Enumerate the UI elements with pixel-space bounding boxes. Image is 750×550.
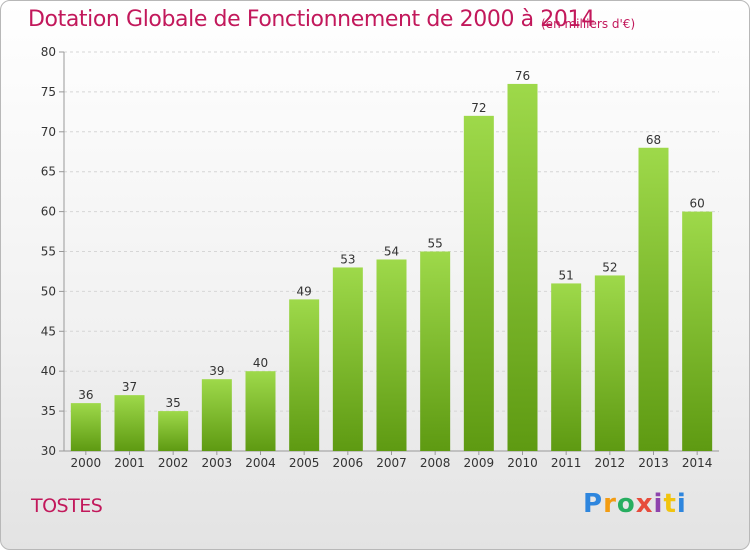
data-label-2000: 36 — [78, 388, 93, 402]
data-label-2004: 40 — [253, 356, 268, 370]
bars — [70, 83, 713, 452]
data-label-2005: 49 — [297, 284, 312, 298]
bar-2011 — [551, 283, 582, 451]
bar-2000 — [70, 403, 101, 451]
logo-letter: t — [663, 489, 677, 519]
y-tick-label: 65 — [41, 165, 56, 179]
bar-2004 — [245, 371, 276, 451]
bar-2003 — [201, 379, 232, 451]
bar-2005 — [289, 299, 320, 451]
x-tick-label: 2013 — [638, 456, 669, 470]
x-tick-label: 2008 — [420, 456, 451, 470]
chart-title: Dotation Globale de Fonctionnement de 20… — [28, 7, 595, 32]
data-label-2011: 51 — [559, 268, 574, 282]
logo-letter: i — [676, 489, 687, 519]
bar-2007 — [376, 259, 407, 451]
commune-name: TOSTES — [31, 495, 103, 517]
logo-letter: P — [583, 489, 604, 519]
x-tick-label: 2000 — [71, 456, 102, 470]
data-label-2002: 35 — [166, 396, 181, 410]
logo-letter: i — [653, 489, 664, 519]
data-label-2012: 52 — [602, 260, 617, 274]
x-tick-label: 2014 — [682, 456, 713, 470]
bar-2012 — [594, 275, 625, 451]
bar-2014 — [682, 211, 713, 451]
logo-letter: o — [616, 489, 636, 519]
x-tick-label: 2002 — [158, 456, 189, 470]
data-label-2009: 72 — [471, 101, 486, 115]
data-label-2003: 39 — [209, 364, 224, 378]
data-label-2010: 76 — [515, 69, 530, 83]
data-label-2014: 60 — [690, 197, 705, 211]
y-tick-label: 70 — [41, 125, 56, 139]
bar-2002 — [158, 411, 189, 451]
data-label-2007: 54 — [384, 244, 399, 258]
y-tick-label: 60 — [41, 205, 56, 219]
y-tick-label: 75 — [41, 85, 56, 99]
bar-2009 — [463, 115, 494, 451]
y-tick-label: 40 — [41, 364, 56, 378]
data-labels: 36 37 35 39 40 49 53 54 55 72 76 51 52 68 60 — [78, 69, 705, 410]
proxiti-logo[interactable]: Proxiti — [583, 489, 687, 519]
x-tick-label: 2009 — [464, 456, 495, 470]
x-tick-label: 2011 — [551, 456, 582, 470]
x-tick-label: 2004 — [245, 456, 276, 470]
x-tick-label: 2007 — [376, 456, 407, 470]
bar-2008 — [420, 251, 451, 451]
bar-2013 — [638, 147, 669, 451]
bar-2001 — [114, 395, 145, 451]
y-tick-label: 50 — [41, 284, 56, 298]
x-tick-label: 2012 — [595, 456, 626, 470]
chart-unit: (en milliers d'€) — [541, 17, 636, 31]
x-tick-label: 2001 — [114, 456, 145, 470]
y-tick-label: 55 — [41, 245, 56, 259]
y-tick-label: 30 — [41, 444, 56, 458]
x-tick-label: 2010 — [507, 456, 538, 470]
x-tick-label: 2005 — [289, 456, 320, 470]
y-tick-label: 80 — [41, 45, 56, 59]
x-tick-label: 2003 — [202, 456, 233, 470]
x-tick-label: 2006 — [333, 456, 364, 470]
y-tick-label: 45 — [41, 324, 56, 338]
y-tick-label: 35 — [41, 404, 56, 418]
data-label-2001: 37 — [122, 380, 137, 394]
logo-letter: x — [635, 489, 654, 519]
data-label-2008: 55 — [428, 237, 443, 251]
data-label-2013: 68 — [646, 133, 661, 147]
bar-2006 — [332, 267, 363, 451]
data-label-2006: 53 — [340, 252, 355, 266]
logo-letter: r — [603, 489, 617, 519]
bar-2010 — [507, 83, 538, 452]
